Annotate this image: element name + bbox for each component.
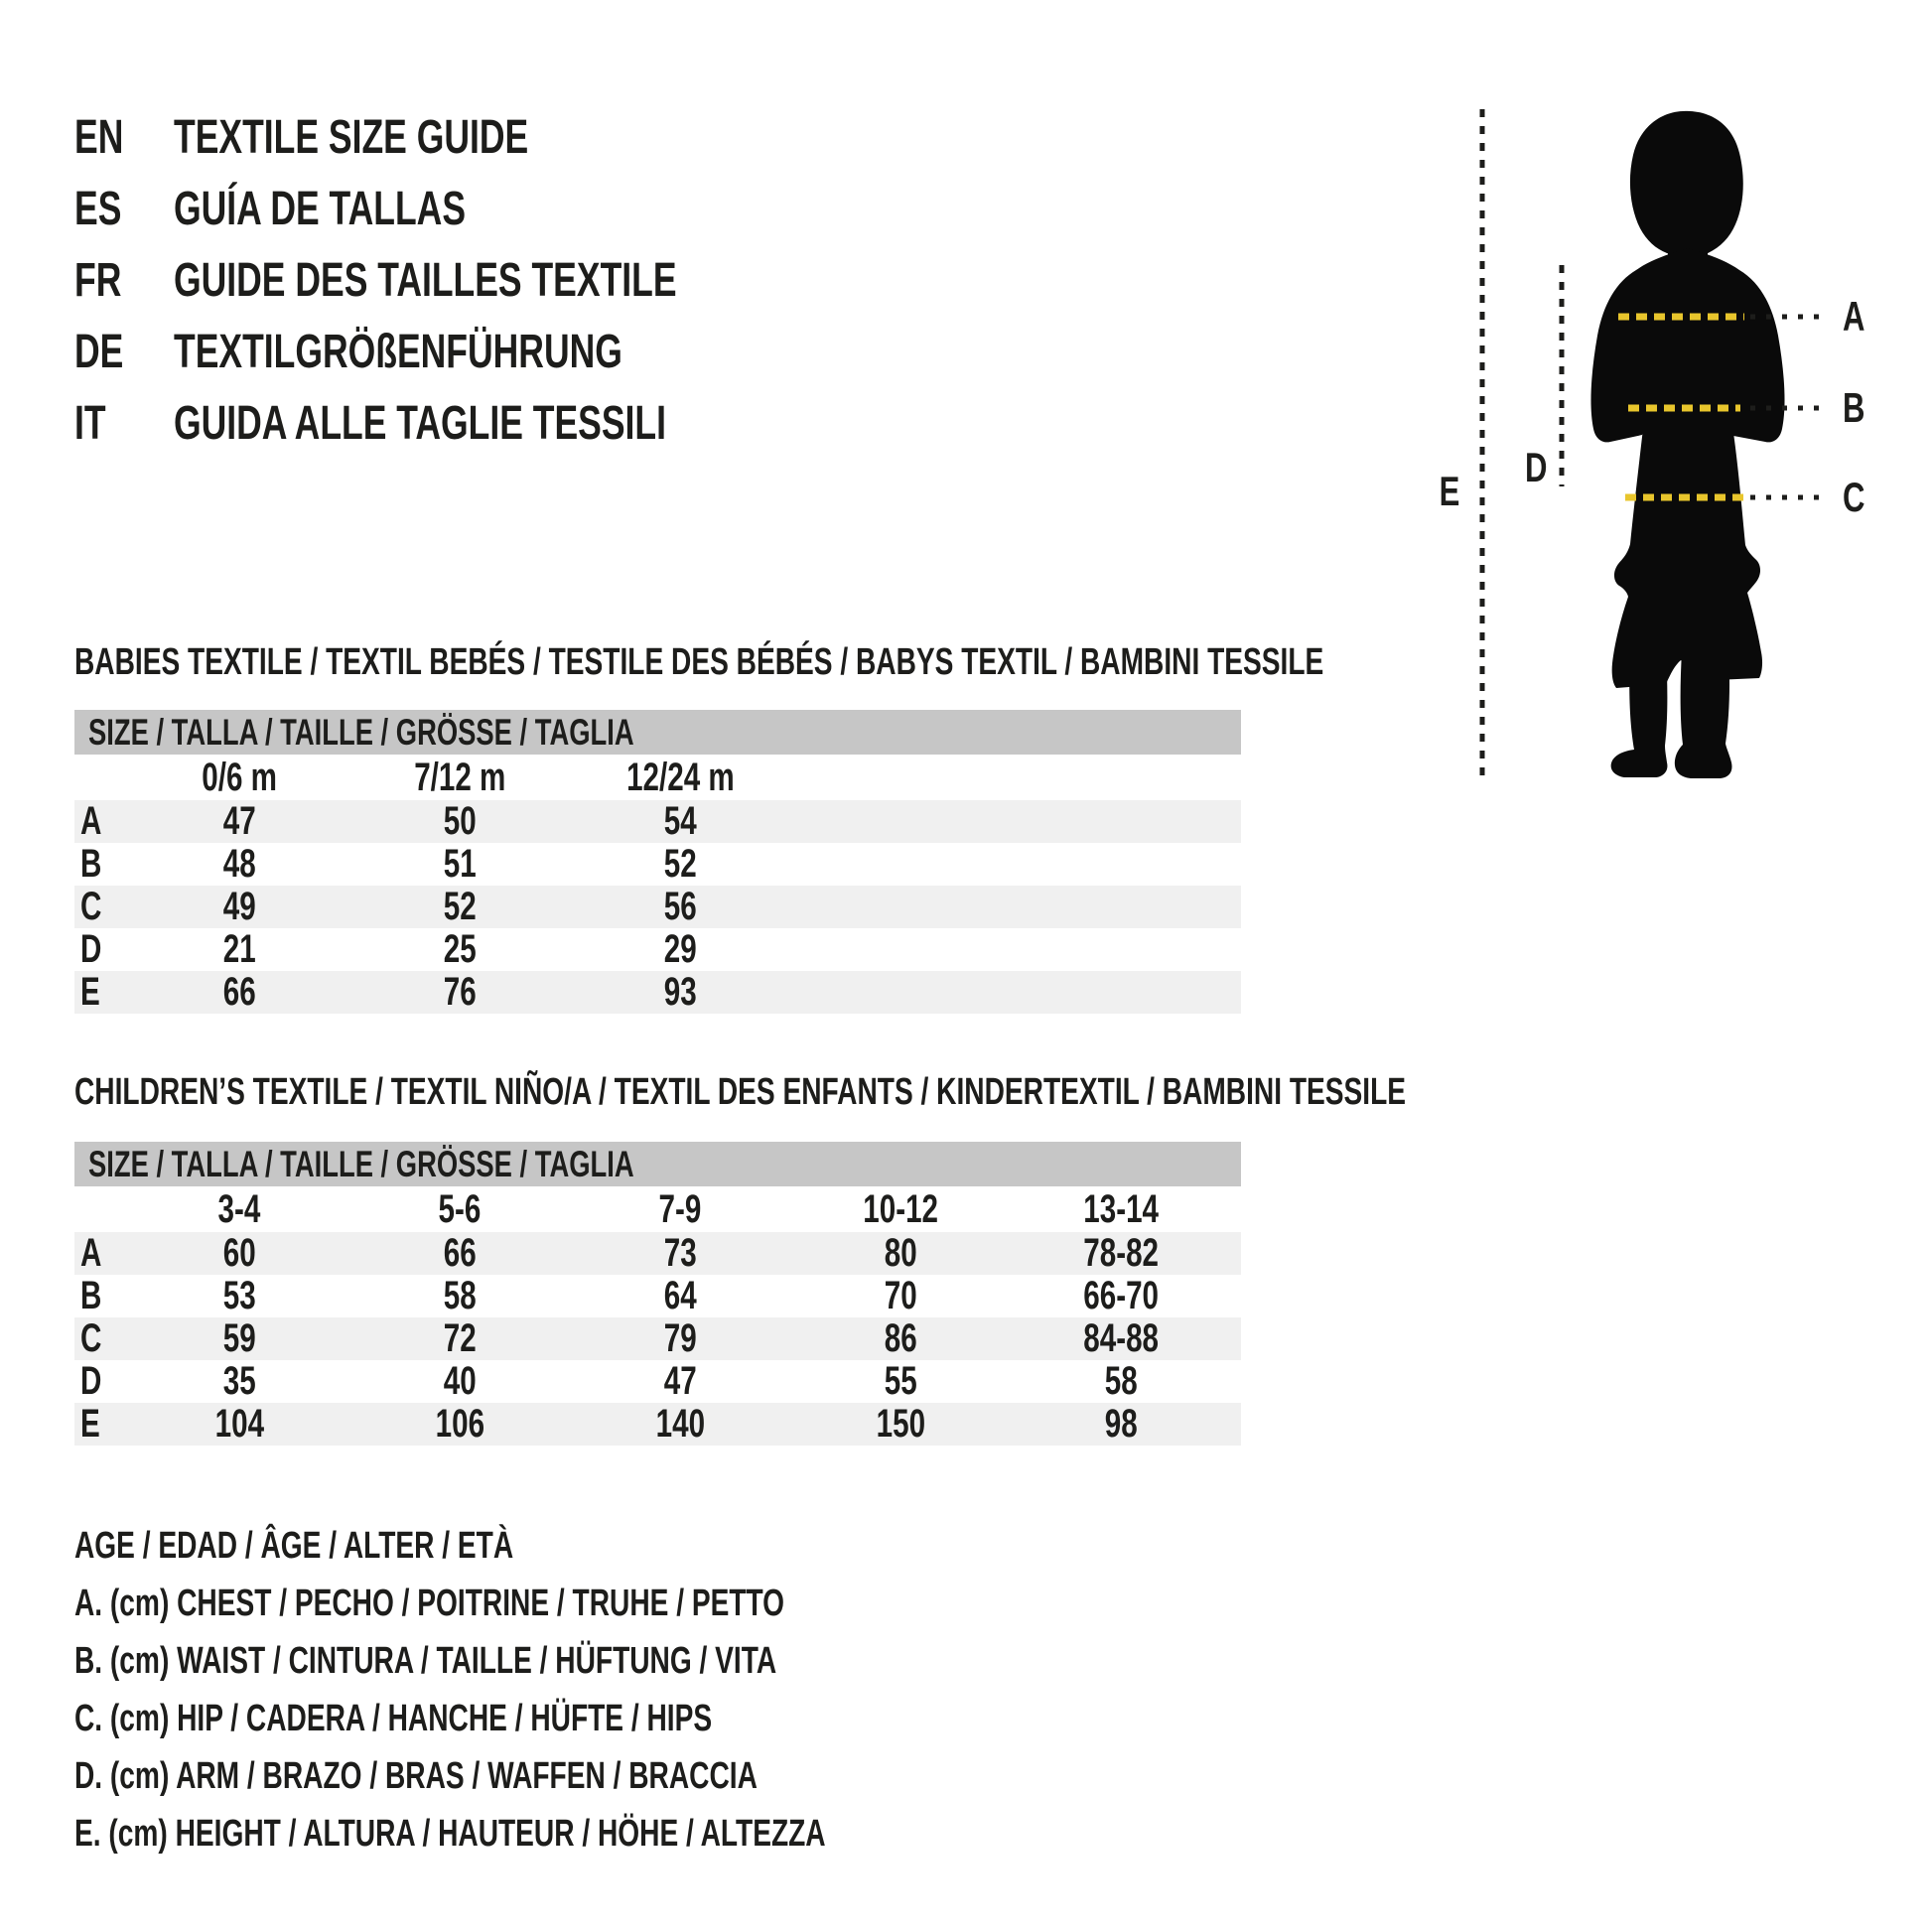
page-title-de: TEXTILGRÖßENFÜHRUNG [174,325,622,378]
arm-label: D [1524,444,1548,490]
table-row: E 66 76 93 [74,971,1241,1014]
title-row-en: EN TEXTILE SIZE GUIDE [74,101,854,173]
legend-hip: C. (cm) HIP / CADERA / HANCHE / HÜFTE / … [74,1698,713,1739]
table-row: A 47 50 54 [74,800,1241,843]
lang-code-de: DE [74,325,124,378]
waist-label: B [1842,384,1865,431]
page-title-en: TEXTILE SIZE GUIDE [174,110,529,164]
children-col-2: 7-9 [658,1187,702,1231]
page-title-fr: GUIDE DES TAILLES TEXTILE [174,253,677,307]
title-row-fr: FR GUIDE DES TAILLES TEXTILE [74,244,854,316]
title-block: EN TEXTILE SIZE GUIDE ES GUÍA DE TALLAS … [74,101,854,459]
table-row: B 48 51 52 [80,842,697,886]
table-row: D 21 25 29 [80,927,697,971]
table-row: C 59 72 79 86 84-88 [74,1317,1241,1360]
babies-size-table: SIZE / TALLA / TAILLE / GRÖSSE / TAGLIA … [74,710,1241,1014]
height-label: E [1439,468,1460,514]
babies-column-header-row: 0/6 m 7/12 m 12/24 m [74,755,1241,800]
babies-col-2: 12/24 m [625,756,735,799]
legend-chest: A. (cm) CHEST / PECHO / POITRINE / TRUHE… [74,1583,785,1624]
legend-height: E. (cm) HEIGHT / ALTURA / HAUTEUR / HÖHE… [74,1813,826,1855]
children-size-table: SIZE / TALLA / TAILLE / GRÖSSE / TAGLIA … [74,1142,1241,1446]
page-title-es: GUÍA DE TALLAS [174,182,467,235]
legend-waist: B. (cm) WAIST / CINTURA / TAILLE / HÜFTU… [74,1640,777,1682]
child-silhouette [1590,110,1785,778]
lang-code-es: ES [74,182,122,235]
children-section-heading: CHILDREN’S TEXTILE / TEXTIL NIÑO/A / TEX… [74,1071,1407,1113]
measurement-figure: A B C D E [1430,99,1906,784]
table-row: A 60 66 73 80 78-82 [74,1232,1241,1275]
hip-label: C [1842,474,1865,520]
title-row-de: DE TEXTILGRÖßENFÜHRUNG [74,316,854,387]
title-row-es: ES GUÍA DE TALLAS [74,173,854,244]
babies-col-1: 7/12 m [413,756,506,799]
children-col-1: 5-6 [438,1187,482,1231]
lang-code-it: IT [74,396,106,450]
babies-col-0: 0/6 m [202,756,277,799]
child-silhouette-diagram [1479,109,1827,778]
table-row: E 104 106 140 150 98 [74,1403,1241,1446]
children-column-header-row: 3-4 5-6 7-9 10-12 13-14 [74,1186,1241,1232]
page-title-it: GUIDA ALLE TAGLIE TESSILI [174,396,666,450]
legend-arm: D. (cm) ARM / BRAZO / BRAS / WAFFEN / BR… [74,1755,758,1797]
babies-table-header-bar: SIZE / TALLA / TAILLE / GRÖSSE / TAGLIA [74,710,1241,755]
lang-code-en: EN [74,110,124,164]
table-row: D 35 40 47 55 58 [80,1359,1138,1403]
title-row-it: IT GUIDA ALLE TAGLIE TESSILI [74,387,854,459]
measurement-legend: AGE / EDAD / ÂGE / ALTER / ETÀ A. (cm) C… [74,1517,1089,1863]
babies-section-heading: BABIES TEXTILE / TEXTIL BEBÉS / TESTILE … [74,641,1324,683]
chest-label: A [1842,293,1865,340]
table-row: C 49 52 56 [74,886,1241,928]
children-col-0: 3-4 [217,1187,261,1231]
legend-age: AGE / EDAD / ÂGE / ALTER / ETÀ [74,1525,514,1567]
lang-code-fr: FR [74,253,122,307]
children-table-header-bar: SIZE / TALLA / TAILLE / GRÖSSE / TAGLIA [74,1142,1241,1186]
children-col-4: 13-14 [1083,1187,1159,1231]
table-row: B 53 58 64 70 66-70 [80,1274,1159,1317]
children-col-3: 10-12 [863,1187,938,1231]
